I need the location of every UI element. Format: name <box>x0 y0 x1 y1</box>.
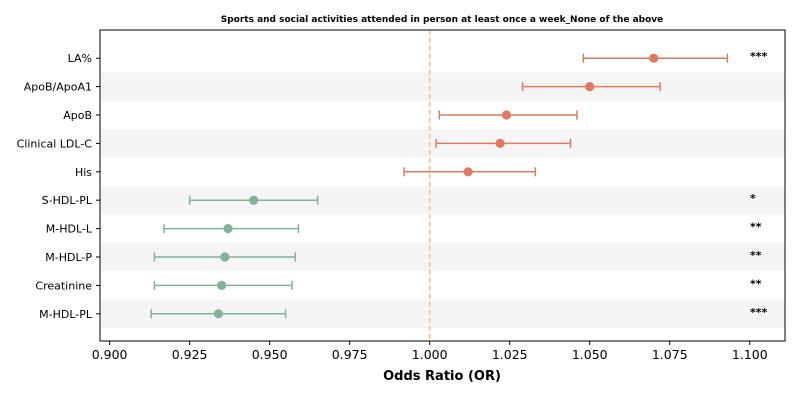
or-point <box>249 195 259 205</box>
or-point <box>220 252 230 262</box>
data-marks <box>150 53 729 319</box>
or-point <box>649 53 659 63</box>
significance-labels: ************* <box>750 50 768 319</box>
y-tick-label: His <box>75 166 92 179</box>
or-point <box>217 280 227 290</box>
y-tick-labels: LA% ApoB/ApoA1 ApoB Clinical LDL-C His S-HDL-… <box>17 52 100 321</box>
or-point <box>501 110 512 120</box>
significance-label: *** <box>750 50 768 63</box>
x-tick-label: 0.925 <box>172 347 208 362</box>
y-tick-label: M-HDL-P <box>45 251 92 264</box>
y-tick-label: LA% <box>68 52 92 65</box>
significance-label: *** <box>750 306 768 319</box>
y-tick-label: M-HDL-PL <box>39 308 93 321</box>
or-point <box>495 138 505 148</box>
x-tick-label: 1.075 <box>652 347 688 362</box>
x-tick-label: 1.025 <box>492 347 528 362</box>
x-axis-label: Odds Ratio (OR) <box>383 369 501 384</box>
y-tick-label: ApoB/ApoA1 <box>24 81 92 94</box>
row-band <box>100 72 785 101</box>
significance-label: ** <box>750 277 762 290</box>
x-tick-label: 0.975 <box>332 347 368 362</box>
or-point <box>585 82 595 92</box>
y-tick-label: S-HDL-PL <box>42 194 93 207</box>
x-tick-label: 1.050 <box>572 347 608 362</box>
or-point <box>463 167 473 177</box>
significance-label: ** <box>750 249 762 262</box>
x-tick-label: 1.100 <box>732 347 768 362</box>
or-point <box>223 224 233 234</box>
or-point <box>213 309 224 319</box>
plot-frame <box>99 29 786 342</box>
chart-title: Sports and social activities attended in… <box>221 15 664 25</box>
significance-label: ** <box>750 221 762 234</box>
significance-label: * <box>750 192 756 205</box>
y-tick-label: ApoB <box>63 109 92 122</box>
x-axis: 0.900 0.925 0.950 0.975 1.000 1.025 1.050 1.075… <box>92 341 768 362</box>
x-tick-label: 0.900 <box>92 347 128 362</box>
x-tick-label: 1.000 <box>412 347 448 362</box>
y-tick-label: Clinical LDL-C <box>17 137 93 150</box>
y-tick-label: Creatinine <box>35 279 92 292</box>
y-tick-label: M-HDL-L <box>46 223 93 236</box>
x-tick-label: 0.950 <box>252 347 288 362</box>
